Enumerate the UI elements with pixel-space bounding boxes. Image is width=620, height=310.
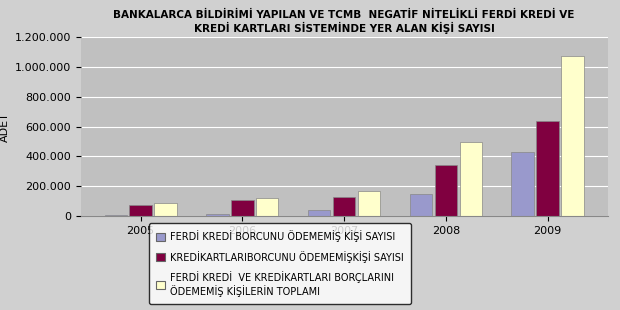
Y-axis label: ADET: ADET: [1, 112, 11, 142]
Bar: [130, 205, 152, 216]
Bar: [512, 152, 534, 216]
Bar: [333, 197, 355, 216]
Bar: [308, 210, 330, 216]
Legend: FERDİ KREDİ BORCUNU ÖDEMEMİŞ KİŞİ SAYISI, KREDİKARTLARIBORCUNU ÖDEMEMİŞKİŞİ SAYI: FERDİ KREDİ BORCUNU ÖDEMEMİŞ KİŞİ SAYISI…: [149, 223, 410, 304]
Bar: [410, 194, 432, 216]
Bar: [358, 192, 380, 216]
Bar: [561, 56, 583, 216]
Bar: [256, 198, 278, 216]
Bar: [105, 215, 127, 216]
Bar: [435, 165, 457, 216]
Bar: [154, 203, 177, 216]
Bar: [536, 121, 559, 216]
Title: BANKALARCA BİLDİRİMİ YAPILAN VE TCMB  NEGATİF NİTELİKLİ FERDİ KREDİ VE
KREDİ KAR: BANKALARCA BİLDİRİMİ YAPILAN VE TCMB NEG…: [113, 10, 575, 34]
Bar: [231, 200, 254, 216]
Bar: [459, 141, 482, 216]
Bar: [206, 214, 229, 216]
